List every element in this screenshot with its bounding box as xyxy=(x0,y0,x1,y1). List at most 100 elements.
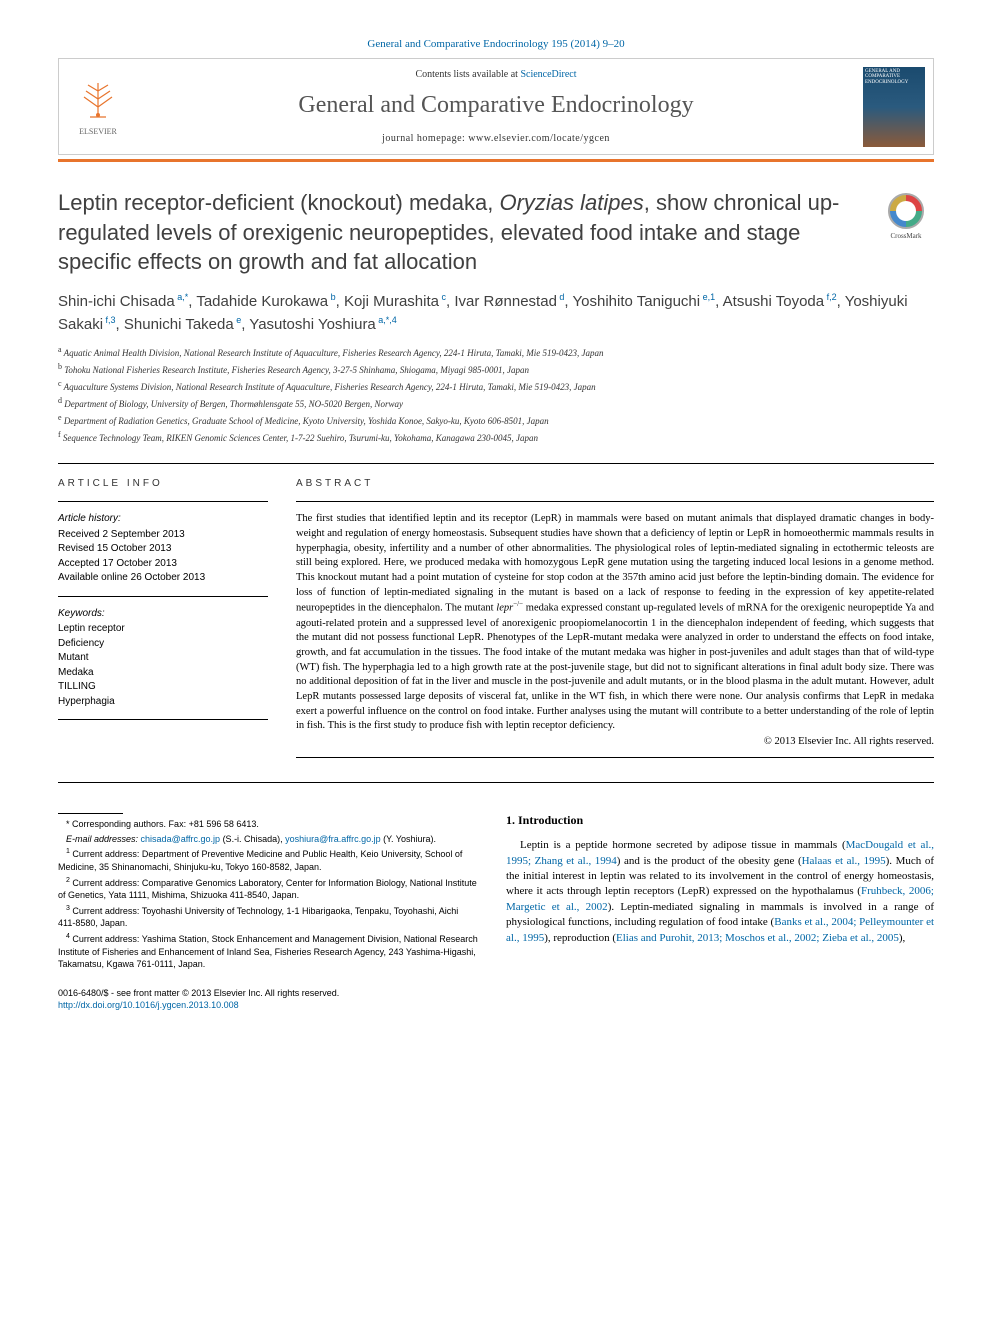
keyword: Deficiency xyxy=(58,637,268,652)
info-rule xyxy=(58,719,268,720)
journal-cover: GENERAL AND COMPARATIVE ENDOCRINOLOGY xyxy=(855,59,933,154)
citation-ref[interactable]: Fruhbeck, 2006; Margetic et al., 2002 xyxy=(506,885,934,912)
keywords-block: Keywords: Leptin receptorDeficiencyMutan… xyxy=(58,607,268,710)
author-list: Shin-ichi Chisada a,*, Tadahide Kurokawa… xyxy=(58,291,934,336)
revised-date: Revised 15 October 2013 xyxy=(58,542,268,557)
author-sup: f,3 xyxy=(103,315,116,325)
author-sup: a,*,4 xyxy=(376,315,397,325)
intro-text: Leptin is a peptide hormone secreted by … xyxy=(506,838,934,946)
online-date: Available online 26 October 2013 xyxy=(58,571,268,586)
crossmark-badge[interactable]: CrossMark xyxy=(878,188,934,244)
keyword: Leptin receptor xyxy=(58,622,268,637)
title-species: Oryzias latipes xyxy=(499,190,643,215)
divider-rule xyxy=(58,463,934,464)
article-info-label: article info xyxy=(58,478,268,489)
divider-rule xyxy=(58,782,934,783)
history-heading: Article history: xyxy=(58,512,268,527)
elsevier-tree-icon xyxy=(74,77,122,125)
author-sup: f,2 xyxy=(824,292,837,302)
email-link-2[interactable]: yoshiura@fra.affrc.go.jp xyxy=(285,834,381,844)
author: Yasutoshi Yoshiura a,*,4 xyxy=(249,316,397,333)
author: Shunichi Takeda e xyxy=(124,316,241,333)
info-rule xyxy=(58,596,268,597)
publisher-label: ELSEVIER xyxy=(79,127,117,136)
title-row: Leptin receptor-deficient (knockout) med… xyxy=(58,188,934,291)
intro-paragraph: Leptin is a peptide hormone secreted by … xyxy=(506,838,934,946)
footnote-2: 2 Current address: Comparative Genomics … xyxy=(58,876,478,902)
abstract-column: abstract The first studies that identifi… xyxy=(296,478,934,768)
footnotes-column: * Corresponding authors. Fax: +81 596 58… xyxy=(58,813,478,1011)
affiliation: a Aquatic Animal Health Division, Nation… xyxy=(58,344,934,360)
elsevier-logo: ELSEVIER xyxy=(68,72,128,142)
citation-header: General and Comparative Endocrinology 19… xyxy=(58,38,934,50)
abstract-label: abstract xyxy=(296,478,934,489)
author-sup: c xyxy=(439,292,446,302)
abstract-rule xyxy=(296,501,934,502)
doi-link[interactable]: http://dx.doi.org/10.1016/j.ygcen.2013.1… xyxy=(58,1000,239,1010)
citation-ref[interactable]: Halaas et al., 1995 xyxy=(802,855,886,867)
header-center: Contents lists available at ScienceDirec… xyxy=(137,59,855,154)
author: Yoshihito Taniguchi e,1 xyxy=(573,293,716,310)
keyword: TILLING xyxy=(58,680,268,695)
front-matter-line: 0016-6480/$ - see front matter © 2013 El… xyxy=(58,987,478,999)
email-link-1[interactable]: chisada@affrc.go.jp xyxy=(141,834,221,844)
intro-heading: 1. Introduction xyxy=(506,813,934,828)
footnote-2-text: Current address: Comparative Genomics La… xyxy=(58,878,477,901)
email-name-1: (S.-i. Chisada), xyxy=(220,834,285,844)
journal-header: ELSEVIER Contents lists available at Sci… xyxy=(58,58,934,155)
footnote-1: 1 Current address: Department of Prevent… xyxy=(58,847,478,873)
accepted-date: Accepted 17 October 2013 xyxy=(58,557,268,572)
keywords-list: Leptin receptorDeficiencyMutantMedakaTIL… xyxy=(58,622,268,709)
email-label: E-mail addresses: xyxy=(66,834,138,844)
contents-available: Contents lists available at ScienceDirec… xyxy=(145,69,847,80)
sciencedirect-link[interactable]: ScienceDirect xyxy=(520,69,576,80)
article-history: Article history: Received 2 September 20… xyxy=(58,512,268,586)
email-line: E-mail addresses: chisada@affrc.go.jp (S… xyxy=(58,833,478,846)
article-page: General and Comparative Endocrinology 19… xyxy=(0,0,992,1041)
cover-title: GENERAL AND COMPARATIVE ENDOCRINOLOGY xyxy=(865,69,923,86)
author: Koji Murashita c xyxy=(344,293,446,310)
cover-thumbnail: GENERAL AND COMPARATIVE ENDOCRINOLOGY xyxy=(863,67,925,147)
affiliation-list: a Aquatic Animal Health Division, Nation… xyxy=(58,344,934,445)
affiliation: b Tohoku National Fisheries Research Ins… xyxy=(58,361,934,377)
article-info-column: article info Article history: Received 2… xyxy=(58,478,268,768)
contents-prefix: Contents lists available at xyxy=(415,69,520,80)
affiliation: c Aquaculture Systems Division, National… xyxy=(58,378,934,394)
crossmark-icon xyxy=(888,193,924,229)
footnote-1-text: Current address: Department of Preventiv… xyxy=(58,849,462,872)
author-sup: b xyxy=(328,292,336,302)
author: Tadahide Kurokawa b xyxy=(196,293,335,310)
author: Atsushi Toyoda f,2 xyxy=(723,293,837,310)
info-rule xyxy=(58,501,268,502)
bottom-row: * Corresponding authors. Fax: +81 596 58… xyxy=(58,813,934,1011)
footnotes: * Corresponding authors. Fax: +81 596 58… xyxy=(58,813,478,971)
info-abstract-row: article info Article history: Received 2… xyxy=(58,478,934,768)
footnote-4-text: Current address: Yashima Station, Stock … xyxy=(58,934,478,969)
footnote-4: 4 Current address: Yashima Station, Stoc… xyxy=(58,932,478,971)
abstract-copyright: © 2013 Elsevier Inc. All rights reserved… xyxy=(296,736,934,747)
footnote-3: 3 Current address: Toyohashi University … xyxy=(58,904,478,930)
affiliation: d Department of Biology, University of B… xyxy=(58,395,934,411)
doi-block: 0016-6480/$ - see front matter © 2013 El… xyxy=(58,987,478,1011)
author-sup: e xyxy=(234,315,242,325)
intro-column: 1. Introduction Leptin is a peptide horm… xyxy=(506,813,934,1011)
keyword: Medaka xyxy=(58,666,268,681)
footnote-3-text: Current address: Toyohashi University of… xyxy=(58,906,458,929)
author: Ivar Rønnestad d xyxy=(454,293,564,310)
citation-ref[interactable]: Elias and Purohit, 2013; Moschos et al.,… xyxy=(616,932,899,944)
publisher-logo: ELSEVIER xyxy=(59,59,137,154)
author: Shin-ichi Chisada a,* xyxy=(58,293,188,310)
crossmark-label: CrossMark xyxy=(890,232,921,240)
journal-homepage: journal homepage: www.elsevier.com/locat… xyxy=(145,133,847,144)
abstract-text: The first studies that identified leptin… xyxy=(296,512,934,734)
abstract-end-rule xyxy=(296,757,934,758)
corresponding-note: * Corresponding authors. Fax: +81 596 58… xyxy=(58,818,478,831)
author-sup: a,* xyxy=(175,292,189,302)
journal-title: General and Comparative Endocrinology xyxy=(145,92,847,119)
keyword: Hyperphagia xyxy=(58,695,268,710)
author-sup: d xyxy=(557,292,565,302)
accent-bar xyxy=(58,159,934,162)
keyword: Mutant xyxy=(58,651,268,666)
title-pre: Leptin receptor-deficient (knockout) med… xyxy=(58,190,499,215)
email-name-2: (Y. Yoshiura). xyxy=(381,834,436,844)
